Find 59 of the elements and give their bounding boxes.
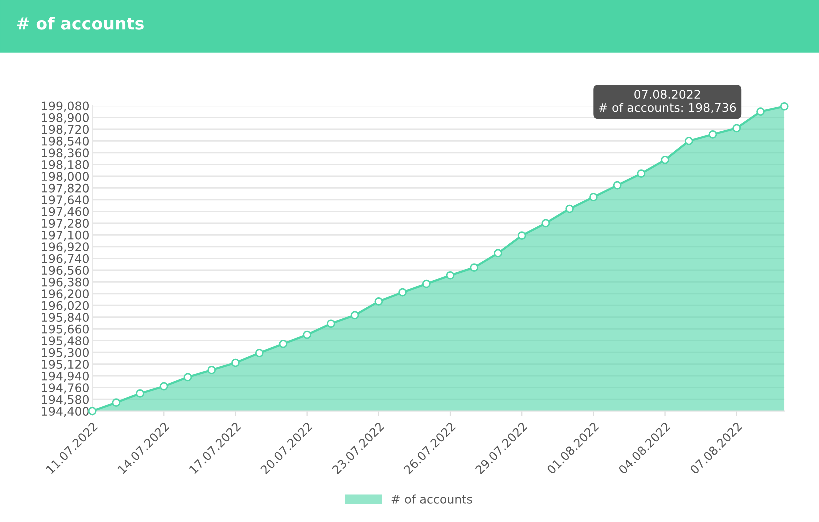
y-tick-label: 195,300 xyxy=(42,348,89,358)
y-tick-label: 199,080 xyxy=(42,102,89,112)
point xyxy=(780,102,789,111)
y-tick-label: 196,200 xyxy=(42,290,89,300)
y-tick-label: 197,100 xyxy=(42,230,89,242)
y-tick-label: 198,180 xyxy=(42,160,89,171)
y-tick-label: 197,280 xyxy=(42,219,89,230)
point xyxy=(732,124,742,133)
point xyxy=(208,366,216,374)
point xyxy=(590,193,598,202)
point xyxy=(398,288,407,297)
y-tick-label: 198,540 xyxy=(42,136,89,148)
point xyxy=(255,349,264,358)
point xyxy=(446,271,455,280)
y-tick-label: 195,480 xyxy=(42,336,89,347)
point xyxy=(470,264,479,272)
point xyxy=(494,249,502,258)
point xyxy=(160,382,168,391)
point xyxy=(637,170,646,178)
y-tick-label: 195,660 xyxy=(42,324,89,335)
point xyxy=(303,330,312,340)
y-tick-label: 198,360 xyxy=(42,148,89,159)
point xyxy=(422,280,431,288)
point xyxy=(756,108,765,116)
y-tick-label: 196,560 xyxy=(42,266,89,276)
chart-title: # of accounts xyxy=(18,16,144,30)
legend-label: # of accounts xyxy=(392,494,472,504)
y-tick-label: 194,760 xyxy=(42,384,89,394)
point xyxy=(518,232,526,240)
point xyxy=(613,181,622,190)
y-tick-label: 196,920 xyxy=(42,242,89,253)
point xyxy=(279,340,288,348)
point xyxy=(327,320,336,328)
y-tick-label: 196,740 xyxy=(42,254,89,265)
y-tick-label: 198,000 xyxy=(42,172,89,182)
point xyxy=(350,311,360,320)
y-tick-label: 195,840 xyxy=(42,313,89,324)
y-tick-label: 198,720 xyxy=(42,125,89,136)
point xyxy=(136,390,144,398)
y-tick-label: 194,580 xyxy=(42,395,89,406)
y-tick-label: 197,460 xyxy=(42,207,89,218)
point xyxy=(112,398,121,408)
y-tick-label: 198,900 xyxy=(42,113,89,124)
y-tick-label: 197,820 xyxy=(42,184,89,194)
point xyxy=(232,358,240,368)
point xyxy=(684,137,694,146)
point xyxy=(708,130,718,139)
point xyxy=(566,204,574,214)
y-tick-label: 194,940 xyxy=(42,372,89,382)
point xyxy=(542,219,550,228)
y-tick-label: 195,120 xyxy=(42,360,89,370)
y-tick-label: 197,640 xyxy=(42,196,89,206)
point xyxy=(661,156,670,164)
y-tick-label: 196,020 xyxy=(42,301,89,312)
y-tick-label: 196,380 xyxy=(42,278,89,288)
annotation: 07.08.2022 # of accounts: 198,736 xyxy=(599,90,736,114)
y-tick-label: 194,400 xyxy=(42,407,89,418)
point xyxy=(374,298,384,306)
point xyxy=(184,373,192,382)
